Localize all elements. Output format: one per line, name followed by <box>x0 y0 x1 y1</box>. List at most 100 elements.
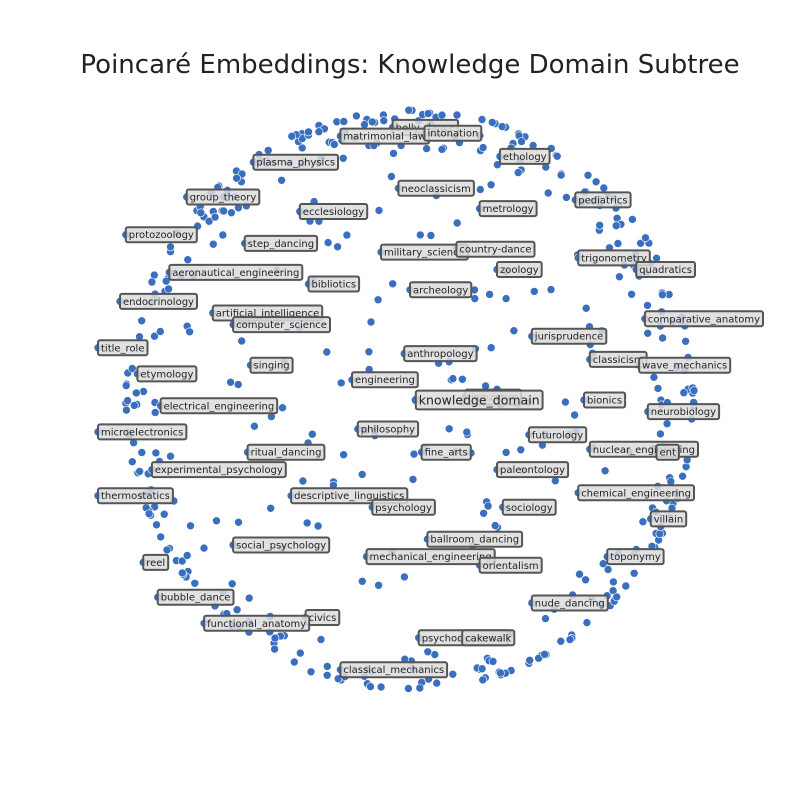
label-box <box>527 426 588 444</box>
embedding-point <box>156 327 165 336</box>
embedding-point <box>613 239 623 248</box>
point-label-text: group_theory <box>190 193 257 204</box>
label-box <box>156 588 235 606</box>
point-label-text: protozoology <box>129 230 194 241</box>
point-label: country-dance <box>455 240 536 258</box>
embedding-point <box>322 670 332 680</box>
embedding-point <box>156 532 165 542</box>
point-label-text: plasma_physics <box>256 158 335 169</box>
embedding-point <box>263 146 273 155</box>
embedding-point <box>287 132 297 141</box>
point-label: mechanical_engineering <box>365 548 496 566</box>
point-label-text: microelectronics <box>101 427 183 438</box>
embedding-point <box>150 408 160 417</box>
embedding-point <box>643 301 652 310</box>
embedding-point <box>232 605 242 615</box>
embedding-point <box>638 517 648 527</box>
embedding-point <box>517 137 526 146</box>
point-label-text: bionics <box>587 396 622 407</box>
point-label-text: chemical_engineering <box>581 488 691 499</box>
point-label-text: nude_dancing <box>535 599 605 610</box>
embedding-point <box>565 635 575 644</box>
embedding-point <box>552 151 562 161</box>
point-label: zoology <box>496 261 543 278</box>
embedding-point <box>679 388 689 398</box>
embedding-point <box>329 140 339 149</box>
point-label-text: mechanical_engineering <box>370 552 492 563</box>
embedding-point <box>452 218 462 228</box>
embedding-point <box>561 397 570 407</box>
embedding-point <box>307 429 317 439</box>
label-box <box>635 261 697 278</box>
embedding-point <box>423 647 433 657</box>
embedding-point <box>599 183 609 193</box>
point-label: ecclesiology <box>298 203 369 220</box>
embedding-point <box>643 328 653 338</box>
embedding-point <box>582 618 592 627</box>
embedding-point <box>227 579 237 589</box>
label-box <box>478 556 543 574</box>
embedding-point <box>556 170 566 180</box>
label-box <box>501 498 557 516</box>
point-label-text: anthropology <box>407 349 473 360</box>
embedding-point <box>139 387 148 396</box>
embedding-point <box>166 451 175 461</box>
point-label: bionics <box>583 391 627 409</box>
embedding-point <box>233 380 243 389</box>
point-label: plasma_physics <box>252 153 339 171</box>
embedding-point <box>333 242 342 252</box>
label-box <box>136 365 198 383</box>
embedding-point <box>219 206 228 216</box>
point-label: bubble_dance <box>156 588 235 606</box>
point-label-text: comparative_anatomy <box>648 314 760 325</box>
embedding-point <box>501 448 511 457</box>
embedding-point <box>360 120 369 129</box>
point-label-text: computer_science <box>236 320 327 331</box>
point-label: aeronautical_engineering <box>168 263 304 281</box>
label-box <box>649 510 688 528</box>
point-label: bibliotics <box>307 275 361 293</box>
label-box <box>185 188 261 206</box>
embedding-point <box>426 231 436 240</box>
embedding-point <box>199 543 209 553</box>
point-label: psychology <box>371 498 436 516</box>
embedding-point <box>250 421 259 431</box>
point-label-text: title_role <box>101 343 145 354</box>
embedding-point <box>509 326 519 336</box>
point-label-text: thermostatics <box>101 491 170 502</box>
embedding-point <box>583 171 593 180</box>
point-label-text: bubble_dance <box>161 593 231 604</box>
point-label: ritual_dancing <box>246 443 326 461</box>
embedding-point <box>210 212 220 222</box>
embedding-point <box>144 509 154 519</box>
point-label-text: ethology <box>503 152 547 163</box>
point-label-text: pediatrics <box>578 195 627 206</box>
embedding-point <box>479 508 488 518</box>
embedding-point <box>497 122 507 131</box>
label-box <box>243 234 319 252</box>
point-label: nuclear_engineering <box>588 440 699 458</box>
point-label: villain <box>649 510 688 528</box>
label-box <box>298 203 369 220</box>
label-box <box>356 420 420 438</box>
point-label-text: neurobiology <box>651 407 716 418</box>
point-label: military_science <box>380 243 469 261</box>
label-box <box>498 147 551 165</box>
embedding-point <box>448 374 458 383</box>
point-label-text: neoclassicism <box>401 184 470 195</box>
embedding-point <box>658 290 667 300</box>
label-box <box>577 249 651 267</box>
embedding-point <box>177 556 187 566</box>
embedding-point <box>151 448 161 458</box>
point-label-text: fine_arts <box>425 448 468 459</box>
embedding-point <box>477 664 487 674</box>
point-label-text: trigonometry <box>581 253 647 264</box>
point-label: classical_mechanics <box>339 661 449 679</box>
point-label: comparative_anatomy <box>643 310 765 328</box>
embedding-point <box>367 117 377 127</box>
embedding-point <box>322 662 332 671</box>
embedding-point <box>374 206 384 215</box>
label-box <box>638 356 732 374</box>
embedding-point <box>603 565 613 574</box>
